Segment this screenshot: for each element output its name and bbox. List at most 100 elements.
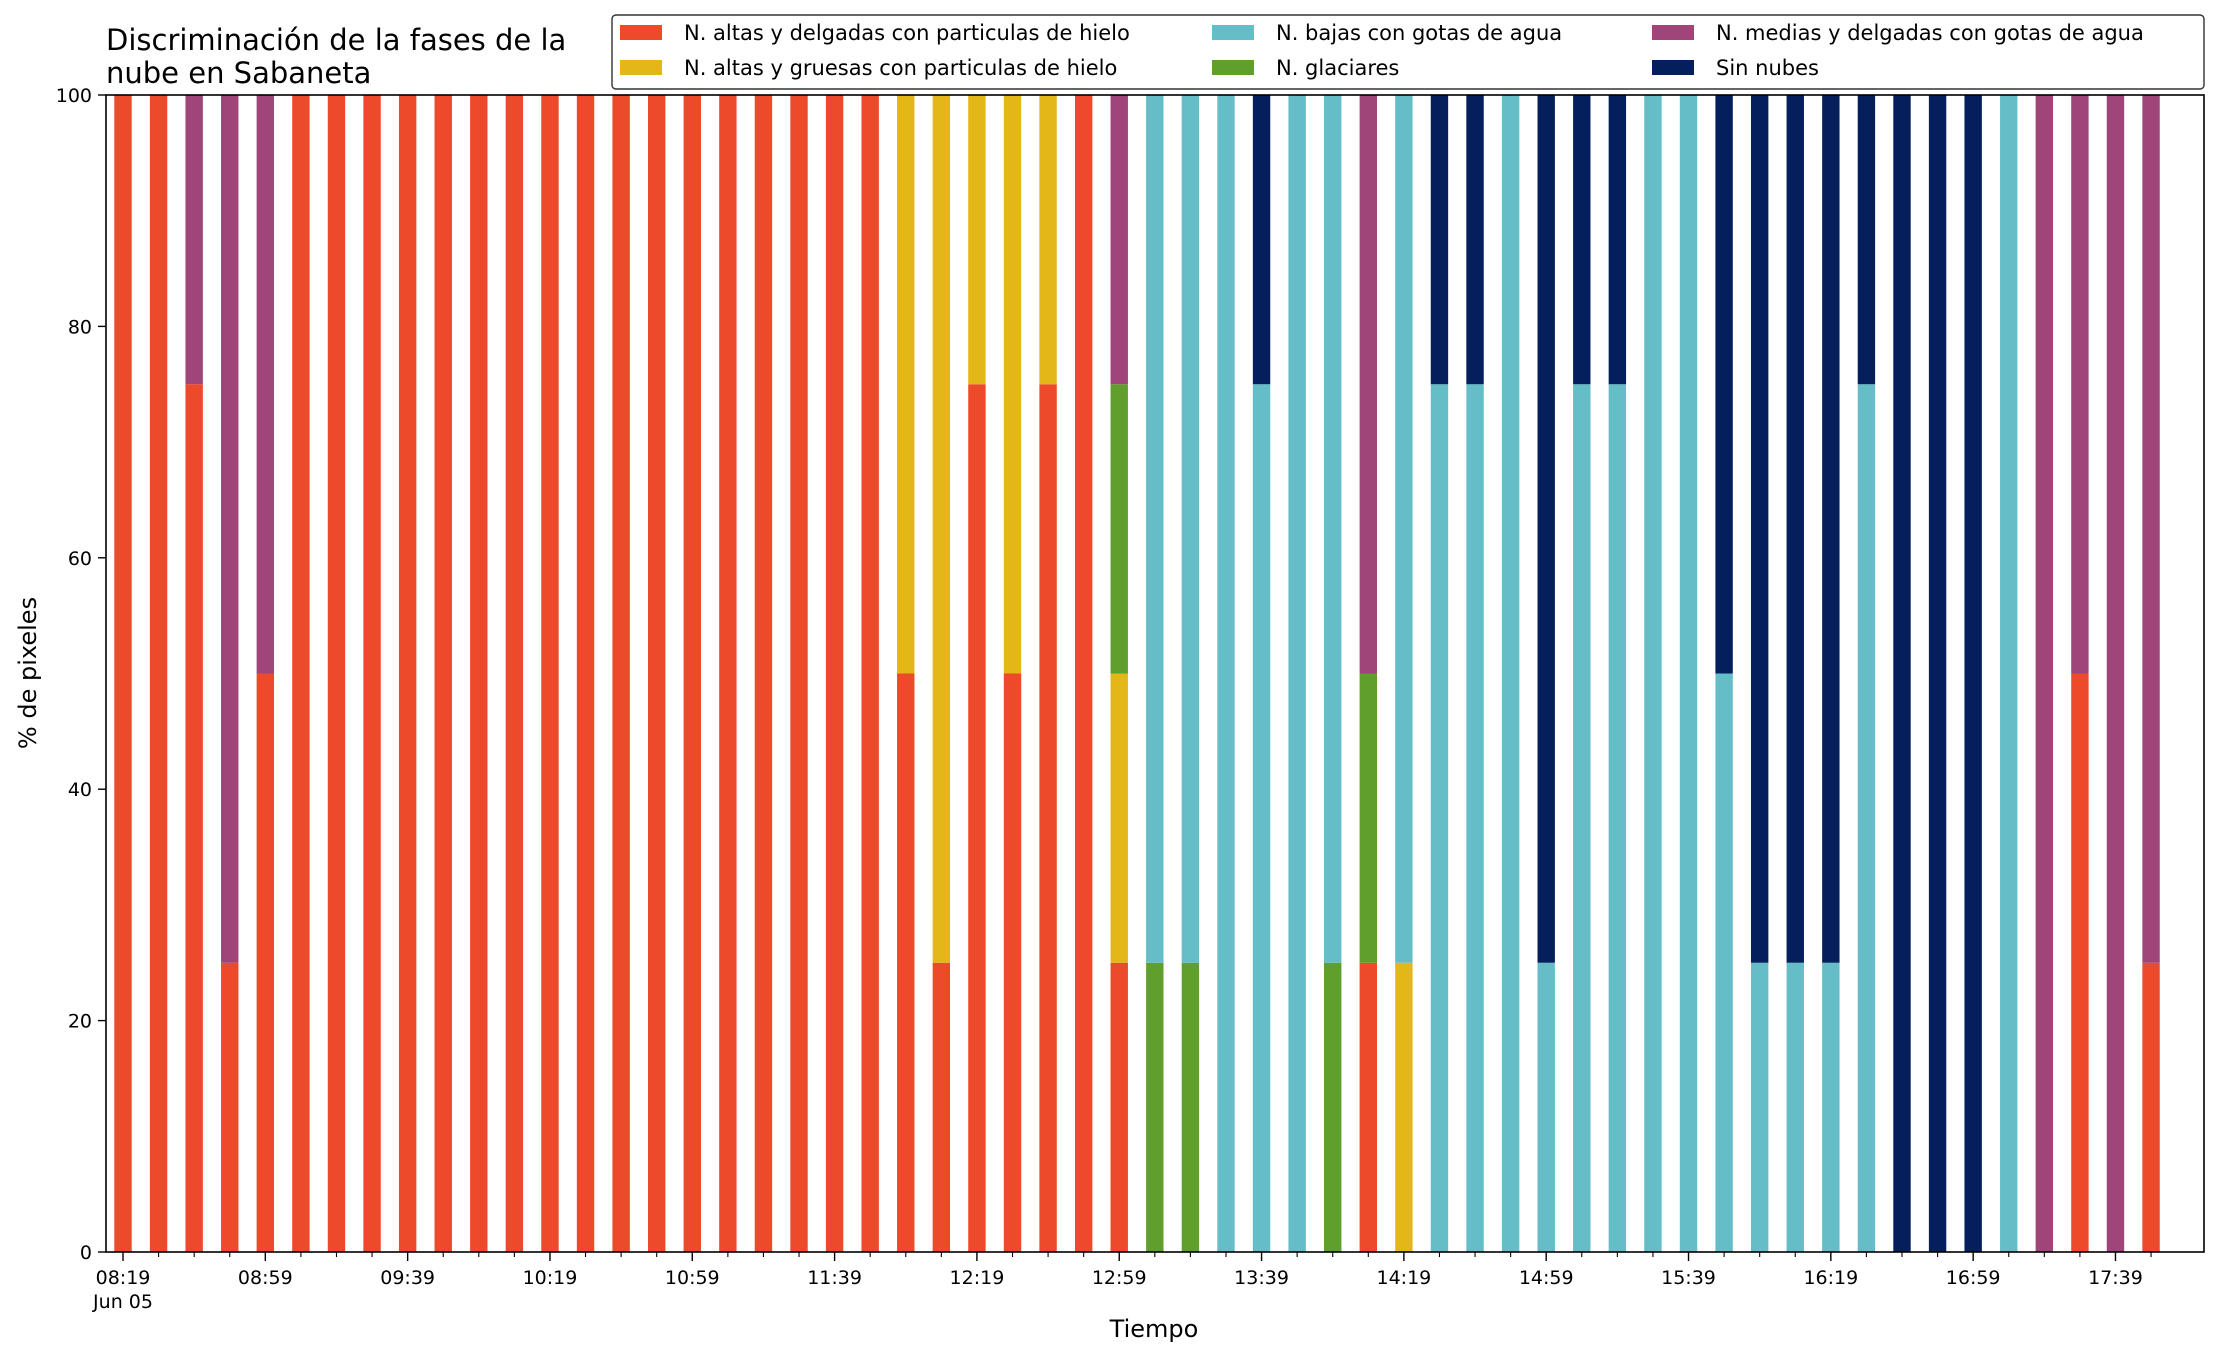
bar-segment-45-series-5 — [1715, 95, 1733, 674]
bar-segment-34-series-3 — [1324, 95, 1342, 963]
bar-segment-0-series-0 — [114, 95, 132, 1252]
bar-segment-10-series-0 — [470, 95, 488, 1252]
bar-segment-56-series-4 — [2106, 95, 2125, 1252]
bar-segment-26-series-1 — [1039, 95, 1057, 385]
bar-segment-46-series-5 — [1750, 95, 1769, 963]
x-tick-label: 13:39 — [1234, 1267, 1289, 1289]
bar-segment-7-series-0 — [363, 95, 381, 1252]
bar-segment-30-series-3 — [1181, 95, 1200, 963]
bar-segment-21-series-0 — [861, 95, 879, 1252]
bar-segment-28-series-1 — [1110, 673, 1128, 963]
bar-segment-55-series-0 — [2071, 673, 2089, 1252]
y-axis-title: % de pixeles — [14, 597, 42, 749]
bar-segment-40-series-5 — [1537, 95, 1555, 963]
bar-segment-3-series-0 — [221, 962, 239, 1252]
bar-segment-40-series-3 — [1537, 962, 1555, 1252]
bar-segment-38-series-5 — [1466, 95, 1484, 385]
bar-segment-34-series-2 — [1324, 962, 1342, 1252]
bar-segment-4-series-4 — [256, 95, 275, 674]
bar-segment-47-series-3 — [1786, 962, 1804, 1252]
x-tick-label: 15:39 — [1661, 1267, 1716, 1289]
legend-swatch — [1652, 25, 1694, 40]
x-axis-title: Tiempo — [1109, 1315, 1199, 1343]
bar-segment-20-series-0 — [825, 95, 844, 1252]
bar-segment-8-series-0 — [398, 95, 417, 1252]
x-tick-label: 08:59 — [238, 1267, 293, 1289]
bar-segment-42-series-3 — [1608, 384, 1627, 1252]
bar-segment-22-series-0 — [897, 673, 915, 1252]
bar-segment-26-series-0 — [1039, 384, 1057, 1252]
legend-swatch — [1212, 25, 1254, 40]
x-tick-label: 12:59 — [1092, 1267, 1147, 1289]
legend-swatch — [1652, 60, 1694, 75]
bar-segment-44-series-3 — [1679, 95, 1698, 1252]
bar-segment-47-series-5 — [1786, 95, 1804, 963]
chart-title-line: nube en Sabaneta — [106, 56, 371, 90]
x-tick-label: 08:19 — [96, 1267, 151, 1289]
legend-label: N. altas y gruesas con particulas de hie… — [684, 56, 1117, 80]
bar-segment-55-series-4 — [2071, 95, 2089, 674]
bar-segment-9-series-0 — [434, 95, 452, 1252]
bar-segment-48-series-5 — [1822, 95, 1840, 963]
bar-segment-51-series-5 — [1928, 95, 1947, 1252]
bar-segment-11-series-0 — [505, 95, 524, 1252]
bar-segment-2-series-0 — [185, 384, 203, 1252]
bar-segment-48-series-3 — [1822, 962, 1840, 1252]
bar-segment-23-series-1 — [932, 95, 951, 963]
bar-segment-41-series-3 — [1573, 384, 1591, 1252]
bar-segment-31-series-3 — [1217, 95, 1235, 1252]
x-tick-label: 10:19 — [523, 1267, 578, 1289]
bar-segment-35-series-0 — [1359, 962, 1377, 1252]
bar-segment-28-series-0 — [1110, 962, 1128, 1252]
bar-segment-41-series-5 — [1573, 95, 1591, 385]
bar-segment-53-series-3 — [2000, 95, 2018, 1252]
bar-segment-42-series-5 — [1608, 95, 1627, 385]
bar-segment-52-series-5 — [1964, 95, 1982, 1252]
bar-segment-38-series-3 — [1466, 384, 1484, 1252]
bar-segment-5-series-0 — [292, 95, 310, 1252]
bar-segment-35-series-2 — [1359, 673, 1377, 963]
bar-segment-22-series-1 — [897, 95, 915, 674]
bar-segment-36-series-1 — [1395, 962, 1413, 1252]
bar-segment-35-series-4 — [1359, 95, 1377, 674]
bar-segment-45-series-3 — [1715, 673, 1733, 1252]
bar-segment-36-series-3 — [1395, 95, 1413, 963]
x-tick-label: 16:59 — [1946, 1267, 2001, 1289]
bar-segment-27-series-0 — [1074, 95, 1093, 1252]
bar-segment-25-series-1 — [1003, 95, 1022, 674]
bar-segment-29-series-2 — [1146, 962, 1164, 1252]
legend-swatch — [1212, 60, 1254, 75]
bar-segment-49-series-3 — [1857, 384, 1876, 1252]
legend-swatch — [620, 60, 662, 75]
bar-segment-57-series-0 — [2142, 962, 2160, 1252]
chart-title-line: Discriminación de la fases de la — [106, 23, 566, 57]
x-tick-label: 17:39 — [2088, 1267, 2143, 1289]
bar-segment-54-series-4 — [2035, 95, 2054, 1252]
bar-segment-1-series-0 — [149, 95, 168, 1252]
bar-segment-57-series-4 — [2142, 95, 2160, 963]
legend-label: N. altas y delgadas con particulas de hi… — [684, 21, 1130, 45]
y-tick-label: 80 — [68, 316, 92, 338]
x-tick-label: 12:19 — [950, 1267, 1005, 1289]
bar-segment-17-series-0 — [719, 95, 737, 1252]
y-tick-label: 100 — [56, 85, 92, 107]
bars-layer — [114, 95, 2160, 1252]
y-tick-label: 0 — [80, 1242, 92, 1264]
bar-segment-39-series-3 — [1501, 95, 1520, 1252]
bar-segment-30-series-2 — [1181, 962, 1200, 1252]
x-tick-label: 11:39 — [807, 1267, 862, 1289]
bar-segment-23-series-0 — [932, 962, 951, 1252]
x-tick-label: 16:19 — [1803, 1267, 1858, 1289]
bar-segment-37-series-3 — [1430, 384, 1449, 1252]
bar-segment-46-series-3 — [1750, 962, 1769, 1252]
bar-segment-50-series-5 — [1893, 95, 1911, 1252]
bar-segment-43-series-3 — [1644, 95, 1662, 1252]
legend-label: Sin nubes — [1716, 56, 1819, 80]
legend: N. altas y delgadas con particulas de hi… — [611, 14, 2205, 90]
y-tick-label: 40 — [68, 779, 92, 801]
bar-segment-12-series-0 — [541, 95, 559, 1252]
